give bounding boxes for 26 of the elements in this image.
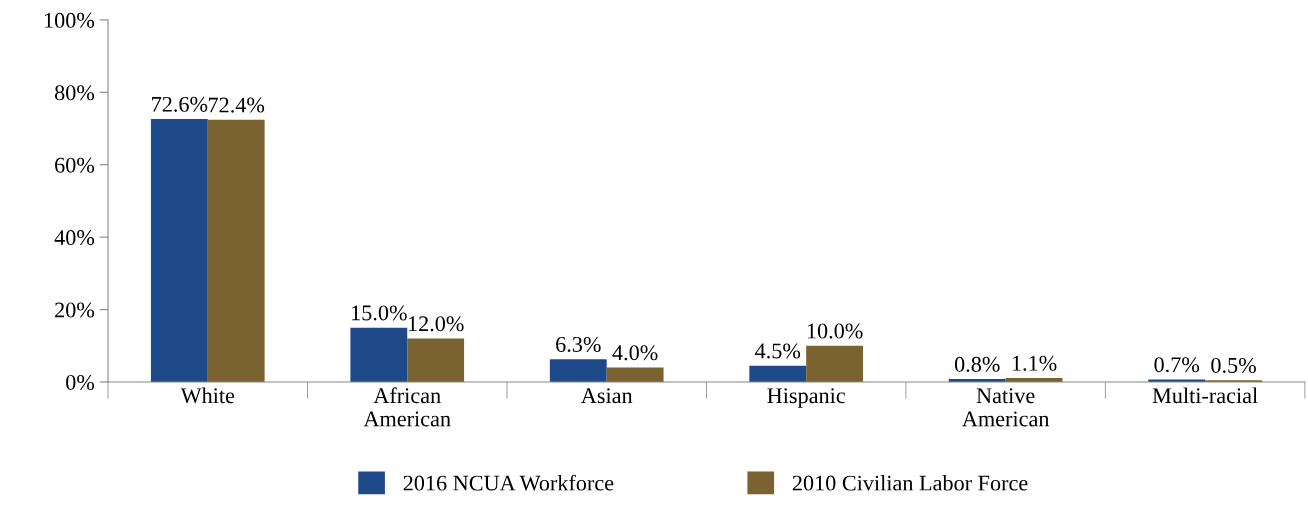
y-tick-label: 60% <box>55 157 95 173</box>
x-tick-label: White <box>180 387 235 404</box>
y-tick-label: 20% <box>55 302 95 318</box>
y-tick-label: 100% <box>44 12 95 28</box>
data-label: 72.6% <box>152 96 208 112</box>
x-tick-label: African American <box>363 387 451 427</box>
data-label: 72.4% <box>208 97 265 113</box>
data-label: 1.1% <box>1012 355 1057 371</box>
legend-label: 2010 Civilian Labor Force <box>792 474 1028 491</box>
data-label: 0.5% <box>1211 357 1256 373</box>
data-label: 12.0% <box>408 316 464 332</box>
x-tick-label: Multi-racial <box>1152 387 1258 404</box>
x-tick-label: Native American <box>962 388 1050 427</box>
x-tick-label: Hispanic <box>767 388 845 408</box>
y-tick-label: 80% <box>54 85 95 101</box>
y-tick-label: 0% <box>66 374 95 390</box>
data-label: 6.3% <box>556 336 601 352</box>
data-label: 15.0% <box>352 305 407 321</box>
data-label: 0.8% <box>954 356 1000 372</box>
data-label: 0.7% <box>1154 357 1200 373</box>
data-label: 4.0% <box>612 345 658 361</box>
data-label: 4.5% <box>755 343 801 359</box>
data-label: 10.0% <box>807 323 863 339</box>
y-tick-label: 40% <box>54 230 95 246</box>
legend-label: 2016 NCUA Workforce <box>403 474 614 491</box>
x-tick-label: Asian <box>581 388 633 404</box>
